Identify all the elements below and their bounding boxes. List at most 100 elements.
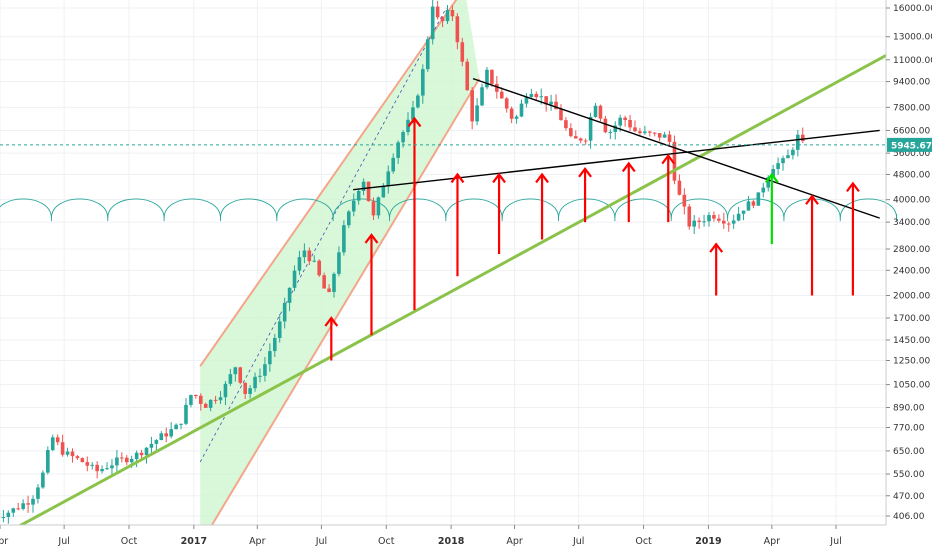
candle-body xyxy=(391,157,396,172)
y-tick-label: 9400.00 xyxy=(893,78,930,88)
y-tick-label: 770.00 xyxy=(893,424,925,434)
candle-body xyxy=(731,220,736,224)
candle-body xyxy=(36,487,40,499)
candle-body xyxy=(791,149,795,156)
candle-body xyxy=(312,260,317,262)
candle-body xyxy=(297,257,302,271)
candle-body xyxy=(85,462,90,466)
candle-body xyxy=(796,134,800,150)
candle-body xyxy=(322,275,326,289)
candle-body xyxy=(361,181,366,191)
up-arrow-head xyxy=(709,242,724,253)
candle-body xyxy=(396,142,400,158)
candle-body xyxy=(776,163,780,169)
candle-body xyxy=(21,503,25,509)
candle-body xyxy=(445,9,450,22)
candle-body xyxy=(50,437,55,451)
up-arrow xyxy=(805,194,819,296)
x-tick-label: Apr xyxy=(764,536,781,547)
y-tick-label: 5600.00 xyxy=(893,149,930,159)
candle-body xyxy=(697,220,701,222)
candle-body xyxy=(638,131,642,134)
candle-body xyxy=(761,187,766,193)
candle-body xyxy=(70,451,75,457)
candle-body xyxy=(381,186,386,198)
candle-body xyxy=(356,190,361,201)
candle-body xyxy=(514,116,519,119)
current-price-badge: 5945.67 xyxy=(887,137,932,152)
candle-body xyxy=(65,451,70,455)
x-tick-label: Oct xyxy=(378,536,395,547)
candle-body xyxy=(702,221,706,223)
candle-body xyxy=(667,134,672,142)
x-tick-label: Jul xyxy=(57,536,69,547)
candle-body xyxy=(766,177,771,188)
candle-body xyxy=(134,452,139,459)
channel-upper-border xyxy=(199,0,458,367)
candle-body xyxy=(771,168,775,178)
candle-body xyxy=(613,125,618,132)
candle-body xyxy=(583,140,588,142)
candle-body xyxy=(712,215,716,219)
candle-body xyxy=(455,16,460,43)
candle-body xyxy=(746,201,751,211)
candle-body xyxy=(129,458,134,463)
candle-body xyxy=(60,442,65,455)
y-tick-label: 1050.00 xyxy=(893,381,930,391)
candle-body xyxy=(430,6,435,40)
candle-body xyxy=(786,155,790,159)
candle-body xyxy=(647,131,652,133)
up-arrow xyxy=(578,166,592,223)
candle-body xyxy=(534,93,539,98)
y-tick-label: 650.00 xyxy=(893,447,925,457)
candle-body xyxy=(672,141,677,181)
candle-body xyxy=(243,382,247,394)
up-arrow-head xyxy=(578,166,592,178)
candle-body xyxy=(485,69,489,88)
up-arrow-head xyxy=(407,116,422,128)
x-tick-label: Apr xyxy=(249,536,266,547)
annotation-arrows xyxy=(324,116,860,361)
candle-body xyxy=(707,215,711,222)
candle-body xyxy=(435,6,440,18)
y-tick-label: 4000.00 xyxy=(893,196,930,206)
up-arrow xyxy=(324,316,339,361)
candle-body xyxy=(652,132,657,134)
candle-body xyxy=(623,117,627,121)
candle-body xyxy=(95,464,99,472)
up-arrow-head xyxy=(364,233,379,244)
up-arrow xyxy=(709,242,724,296)
x-tick-label: 2019 xyxy=(695,536,721,547)
candle-body xyxy=(470,90,474,122)
cycle-arcs xyxy=(0,198,898,222)
candle-body xyxy=(460,42,465,62)
candle-body xyxy=(351,200,356,212)
candle-body xyxy=(189,395,193,405)
candle-body xyxy=(6,512,11,518)
channel-lower-border xyxy=(210,78,481,525)
x-tick-label: Oct xyxy=(121,536,138,547)
candle-body xyxy=(139,452,144,456)
candle-body xyxy=(411,107,415,120)
candle-body xyxy=(450,9,455,17)
candle-body xyxy=(302,250,307,258)
candle-body xyxy=(756,192,761,206)
y-tick-label: 16000.00 xyxy=(893,4,932,14)
candle-body xyxy=(213,399,218,401)
candle-body xyxy=(495,83,499,92)
candle-body xyxy=(603,118,608,133)
candle-body xyxy=(421,69,425,96)
candle-body xyxy=(218,397,223,401)
candle-body xyxy=(366,181,371,202)
x-tick-label: Jul xyxy=(315,536,327,547)
candle-body xyxy=(272,337,277,352)
candle-body xyxy=(120,457,124,459)
candle-body xyxy=(198,395,203,404)
y-tick-label: 13000.00 xyxy=(893,33,932,43)
candle-body xyxy=(80,458,85,463)
candle-body xyxy=(539,96,544,98)
y-tick-label: 1450.00 xyxy=(893,336,930,346)
candle-body xyxy=(263,364,267,376)
